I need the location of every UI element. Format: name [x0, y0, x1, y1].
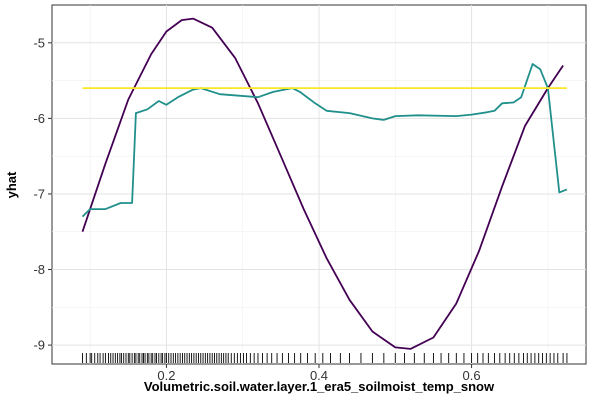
- x-axis-title: Volumetric.soil.water.layer.1_era5_soilm…: [144, 379, 495, 394]
- series-line-1: [81, 17, 564, 350]
- y-tick-label: -7: [33, 186, 45, 201]
- grid: [52, 5, 586, 364]
- x-tick-label: 0.2: [157, 368, 175, 383]
- y-tick-label: -9: [33, 338, 45, 353]
- rug-marks: [82, 353, 568, 363]
- axes: 0.2 0.4 0.6 -9 -8 -7 -6 -5: [33, 35, 480, 383]
- series-lines: [81, 17, 568, 350]
- y-tick-label: -5: [33, 35, 45, 50]
- x-tick-label: 0.6: [463, 368, 481, 383]
- y-tick-label: -8: [33, 262, 45, 277]
- y-axis-title: yhat: [4, 171, 19, 198]
- series-line-2: [81, 63, 568, 218]
- x-tick-label: 0.4: [310, 368, 328, 383]
- y-tick-label: -6: [33, 111, 45, 126]
